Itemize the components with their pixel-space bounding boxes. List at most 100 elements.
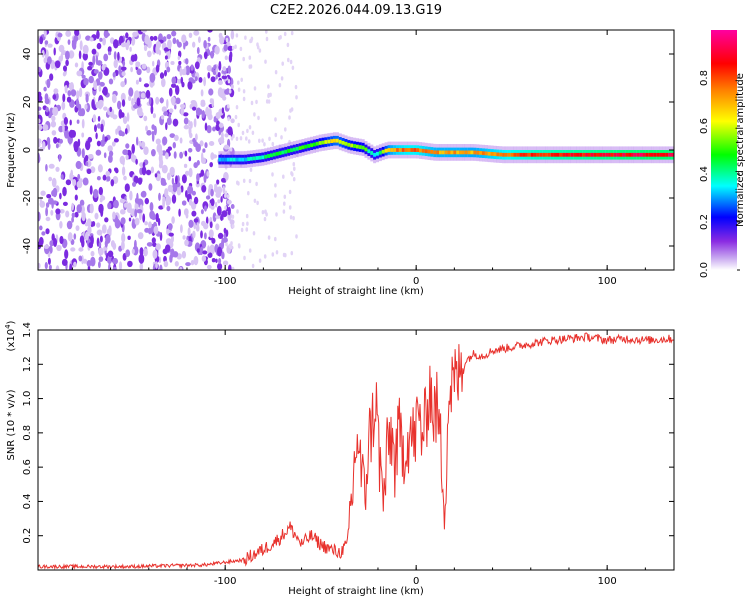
spectrogram-noise-blob bbox=[55, 265, 60, 270]
spectrogram-track-cell bbox=[504, 152, 508, 157]
spectrogram-noise-blob bbox=[200, 230, 203, 239]
spectrogram-noise-blob bbox=[98, 186, 104, 196]
spectrogram-track-cell bbox=[407, 148, 411, 152]
spectrogram-noise-blob bbox=[130, 66, 134, 73]
spectrogram-noise-blob bbox=[167, 223, 173, 231]
spectrogram-noise-blob bbox=[103, 106, 108, 111]
spectrogram-noise-blob bbox=[158, 192, 161, 201]
spectrogram-noise-blob bbox=[218, 139, 225, 144]
spectrogram-noise-blob bbox=[84, 154, 89, 162]
spectrogram-noise-blob bbox=[93, 188, 99, 199]
spectrogram-noise-blob bbox=[265, 36, 269, 42]
spectrogram-noise-blob bbox=[229, 244, 233, 250]
snr-y-tick-label: 1.2 bbox=[22, 356, 33, 372]
spectrogram-noise-blob bbox=[84, 103, 88, 110]
spectrogram-noise-blob bbox=[257, 115, 260, 121]
spectrogram-noise-blob bbox=[89, 185, 93, 195]
spectrogram-noise-blob bbox=[166, 205, 171, 212]
spectrogram-noise-blob bbox=[144, 34, 150, 45]
snr-y-tick-label: 1.4 bbox=[22, 322, 33, 338]
spectrogram-noise-blob bbox=[107, 250, 114, 258]
spectrogram-noise-blob bbox=[221, 131, 224, 140]
spectrogram-noise-blob bbox=[159, 97, 164, 104]
spectrogram-noise-blob bbox=[144, 197, 149, 205]
spectrogram-noise-blob bbox=[203, 40, 207, 49]
spectrogram-noise-blob bbox=[192, 106, 197, 111]
snr-x-ticks: -100 0 100 bbox=[71, 330, 646, 587]
spectrogram-noise-blob bbox=[101, 224, 107, 234]
spectrogram-noise-blob bbox=[247, 191, 250, 196]
spectrogram-noise-blob bbox=[185, 65, 191, 76]
spectrogram-noise-blob bbox=[125, 32, 129, 39]
spectrogram-noise-blob bbox=[193, 196, 199, 205]
spectrogram-noise-blob bbox=[163, 260, 169, 268]
spectrogram-noise-blob bbox=[247, 139, 251, 144]
spectrogram-noise-blob bbox=[283, 194, 287, 199]
spectrogram-noise-blob bbox=[139, 111, 144, 116]
snr-series-line bbox=[38, 332, 674, 570]
spectrogram-track-cell bbox=[659, 152, 663, 157]
spectrogram-noise-blob bbox=[203, 51, 208, 60]
spectrogram-noise-blob bbox=[230, 241, 233, 246]
spectrogram-noise-blob bbox=[134, 239, 137, 250]
spectrogram-noise-blob bbox=[53, 88, 59, 94]
spectrogram-y-tick-label: -20 bbox=[22, 190, 33, 206]
spectrogram-noise-blob bbox=[45, 216, 51, 222]
spectrogram-noise-blob bbox=[38, 142, 41, 148]
spectrogram-noise-blob bbox=[120, 66, 127, 71]
spectrogram-noise-blob bbox=[180, 76, 184, 84]
spectrogram-noise-blob bbox=[212, 69, 217, 76]
spectrogram-track-cell bbox=[568, 152, 571, 157]
spectrogram-noise-blob bbox=[199, 109, 203, 115]
spectrogram-track-cell bbox=[453, 150, 457, 155]
spectrogram-noise-blob bbox=[61, 258, 68, 266]
spectrogram-track-cell bbox=[536, 152, 540, 157]
spectrogram-noise-blob bbox=[234, 44, 237, 49]
spectrogram-noise-blob bbox=[187, 185, 194, 195]
spectrogram-noise-blob bbox=[232, 134, 235, 139]
spectrogram-noise-blob bbox=[111, 141, 116, 147]
spectrogram-noise-blob bbox=[113, 39, 119, 49]
spectrogram-track-cell bbox=[522, 152, 526, 157]
spectrogram-noise-blob bbox=[131, 36, 136, 46]
spectrogram-track-cell bbox=[645, 152, 649, 157]
spectrogram-noise-blob bbox=[159, 72, 165, 79]
spectrogram-noise-blob bbox=[94, 124, 97, 133]
spectrogram-noise-blob bbox=[125, 42, 129, 51]
spectrogram-noise-blob bbox=[199, 246, 204, 256]
spectrogram-noise-blob bbox=[38, 106, 42, 111]
spectrogram-noise-blob bbox=[73, 261, 77, 268]
spectrogram-track-cell bbox=[433, 150, 437, 155]
spectrogram-noise-blob bbox=[178, 60, 182, 66]
spectrogram-noise-blob bbox=[292, 177, 296, 182]
spectrogram-noise-blob bbox=[206, 125, 212, 134]
spectrogram-track-cell bbox=[235, 157, 239, 162]
spectrogram-noise-blob bbox=[168, 108, 174, 113]
spectrogram-noise-blob bbox=[47, 56, 52, 65]
spectrogram-noise-blob bbox=[169, 166, 175, 176]
spectrogram-noise-blob bbox=[290, 107, 294, 112]
spectrogram-noise-blob bbox=[224, 55, 228, 61]
spectrogram-noise-blob bbox=[216, 205, 222, 216]
spectrogram-noise-blob bbox=[228, 264, 232, 270]
spectrogram-noise-blob bbox=[118, 130, 123, 137]
spectrogram-track-cell bbox=[559, 152, 563, 157]
spectrogram-noise-blob bbox=[170, 61, 175, 65]
spectrogram-noise-blob bbox=[230, 84, 234, 90]
spectrogram-noise-blob bbox=[209, 98, 213, 104]
spectrogram-track-cell bbox=[381, 149, 385, 154]
spectrogram-noise-blob bbox=[110, 179, 115, 187]
snr-y-label: SNR (10 * v/v) bbox=[6, 389, 17, 460]
spectrogram-noise-blob bbox=[193, 30, 200, 36]
spectrogram-noise-blob bbox=[41, 231, 46, 236]
spectrogram-track-cell bbox=[519, 152, 523, 157]
spectrogram-noise-blob bbox=[229, 147, 233, 152]
spectrogram-noise-blob bbox=[99, 197, 103, 203]
spectrogram-track-cell bbox=[224, 157, 228, 162]
spectrogram-noise-blob bbox=[88, 61, 93, 66]
spectrogram-noise-blob bbox=[183, 43, 186, 50]
spectrogram-noise-blob bbox=[182, 112, 189, 117]
spectrogram-noise-blob bbox=[256, 42, 259, 47]
spectrogram-noise-blob bbox=[46, 136, 51, 146]
spectrogram-noise-blob bbox=[210, 188, 214, 197]
